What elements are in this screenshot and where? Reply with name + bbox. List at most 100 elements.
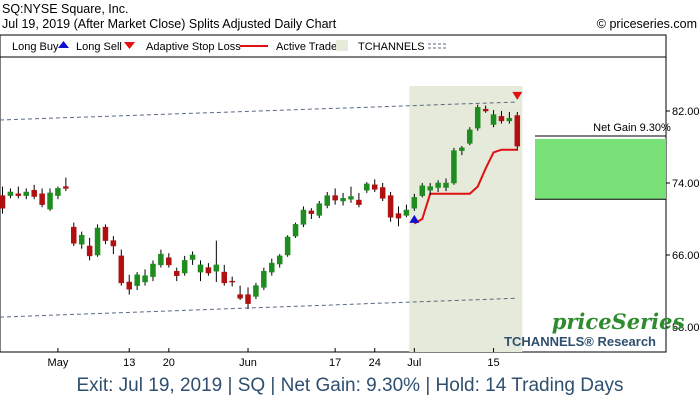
x-tick-label: Jun bbox=[239, 357, 257, 369]
candle-body bbox=[284, 236, 291, 256]
candle bbox=[110, 236, 117, 255]
candle-body bbox=[292, 224, 299, 237]
candle-body bbox=[213, 264, 220, 272]
candle bbox=[47, 188, 53, 211]
candle bbox=[308, 208, 315, 219]
adaptive-stop-line bbox=[413, 148, 518, 225]
copyright: © priceseries.com bbox=[597, 17, 697, 31]
candle bbox=[245, 287, 251, 309]
candle bbox=[118, 249, 125, 286]
candle-body bbox=[71, 226, 77, 244]
candle-body bbox=[102, 226, 109, 241]
candle bbox=[23, 188, 30, 200]
candle-body bbox=[78, 234, 85, 245]
candle-body bbox=[379, 187, 386, 199]
legend-adaptive-stop: Adaptive Stop Loss bbox=[146, 41, 241, 53]
candle bbox=[459, 146, 465, 156]
candle-body bbox=[482, 108, 489, 112]
candle-body bbox=[474, 107, 481, 129]
candle bbox=[261, 267, 267, 291]
candle-body bbox=[173, 270, 180, 276]
candle-body bbox=[269, 262, 275, 273]
brand-research: TCHANNELS® Research bbox=[504, 334, 656, 349]
x-tick-label: 15 bbox=[487, 357, 499, 369]
candle-body bbox=[467, 129, 473, 144]
candle bbox=[126, 274, 132, 295]
candle bbox=[451, 147, 457, 185]
candle bbox=[213, 240, 220, 282]
legend-tchannels: TCHANNELS bbox=[358, 41, 425, 53]
candle bbox=[490, 110, 497, 128]
candle bbox=[300, 206, 307, 228]
candle bbox=[411, 193, 418, 211]
candle bbox=[482, 105, 489, 113]
candle-body bbox=[427, 186, 433, 191]
candle bbox=[253, 282, 259, 300]
channel-lower bbox=[0, 297, 518, 318]
candle-body bbox=[276, 255, 283, 265]
candle-body bbox=[158, 253, 164, 266]
candle-body bbox=[324, 195, 330, 206]
candle-body bbox=[134, 274, 140, 286]
candle bbox=[166, 253, 172, 268]
channel-upper bbox=[0, 101, 518, 121]
x-tick-label: 13 bbox=[123, 357, 135, 369]
candle-body bbox=[23, 191, 30, 196]
candle bbox=[55, 186, 61, 200]
brand-logo: priceSeries bbox=[552, 309, 685, 334]
candle bbox=[134, 272, 140, 291]
candle-body bbox=[7, 191, 14, 196]
candle bbox=[514, 111, 521, 151]
candle-body bbox=[459, 147, 465, 151]
candle bbox=[269, 258, 275, 276]
candle-body bbox=[86, 245, 93, 257]
candle bbox=[221, 264, 228, 286]
candle bbox=[71, 222, 77, 246]
candle bbox=[173, 267, 180, 282]
candle-body bbox=[332, 195, 338, 201]
net-gain-box bbox=[535, 138, 666, 200]
candle-body bbox=[31, 189, 37, 197]
candle bbox=[443, 178, 449, 192]
candle bbox=[340, 192, 346, 206]
candle bbox=[102, 224, 109, 245]
x-tick-label: Jul bbox=[407, 357, 421, 369]
candle-body bbox=[237, 294, 243, 299]
candle-body bbox=[356, 199, 362, 205]
candle-body bbox=[443, 182, 449, 188]
candle-body bbox=[261, 270, 267, 288]
price-chart: SQ:NYSE Square, Inc. Jul 19, 2019 (After… bbox=[0, 2, 700, 369]
candle bbox=[181, 255, 188, 276]
candle-body bbox=[197, 264, 204, 273]
candle-body bbox=[419, 185, 426, 196]
candle bbox=[316, 201, 323, 219]
candle bbox=[94, 224, 101, 257]
candle bbox=[229, 276, 235, 287]
y-tick-label: 66.00 bbox=[672, 250, 700, 262]
candle bbox=[7, 188, 14, 199]
candle-body bbox=[221, 271, 228, 284]
y-tick-label: 82.00 bbox=[672, 106, 700, 118]
candle-body bbox=[245, 294, 251, 304]
date-line: Jul 19, 2019 (After Market Close) Splits… bbox=[2, 17, 337, 31]
candle-body bbox=[498, 116, 505, 122]
candle bbox=[387, 192, 394, 222]
trade-shade-swatch bbox=[336, 40, 348, 51]
candle bbox=[427, 183, 433, 195]
candle bbox=[142, 269, 148, 286]
candle bbox=[419, 183, 426, 198]
legend-long-buy: Long Buy bbox=[12, 41, 59, 53]
candle-body bbox=[316, 203, 323, 216]
candle-body bbox=[340, 198, 346, 202]
candle-body bbox=[451, 150, 457, 184]
candle-body bbox=[126, 281, 132, 290]
footer-summary: Exit: Jul 19, 2019 | SQ | Net Gain: 9.30… bbox=[76, 375, 624, 396]
candle bbox=[332, 188, 338, 205]
candle-body bbox=[435, 182, 441, 188]
x-tick-label: May bbox=[48, 357, 69, 369]
candle-body bbox=[387, 195, 394, 218]
candle bbox=[356, 192, 362, 208]
candle-body bbox=[300, 209, 307, 225]
candle-body bbox=[395, 213, 402, 219]
candle bbox=[292, 222, 299, 238]
